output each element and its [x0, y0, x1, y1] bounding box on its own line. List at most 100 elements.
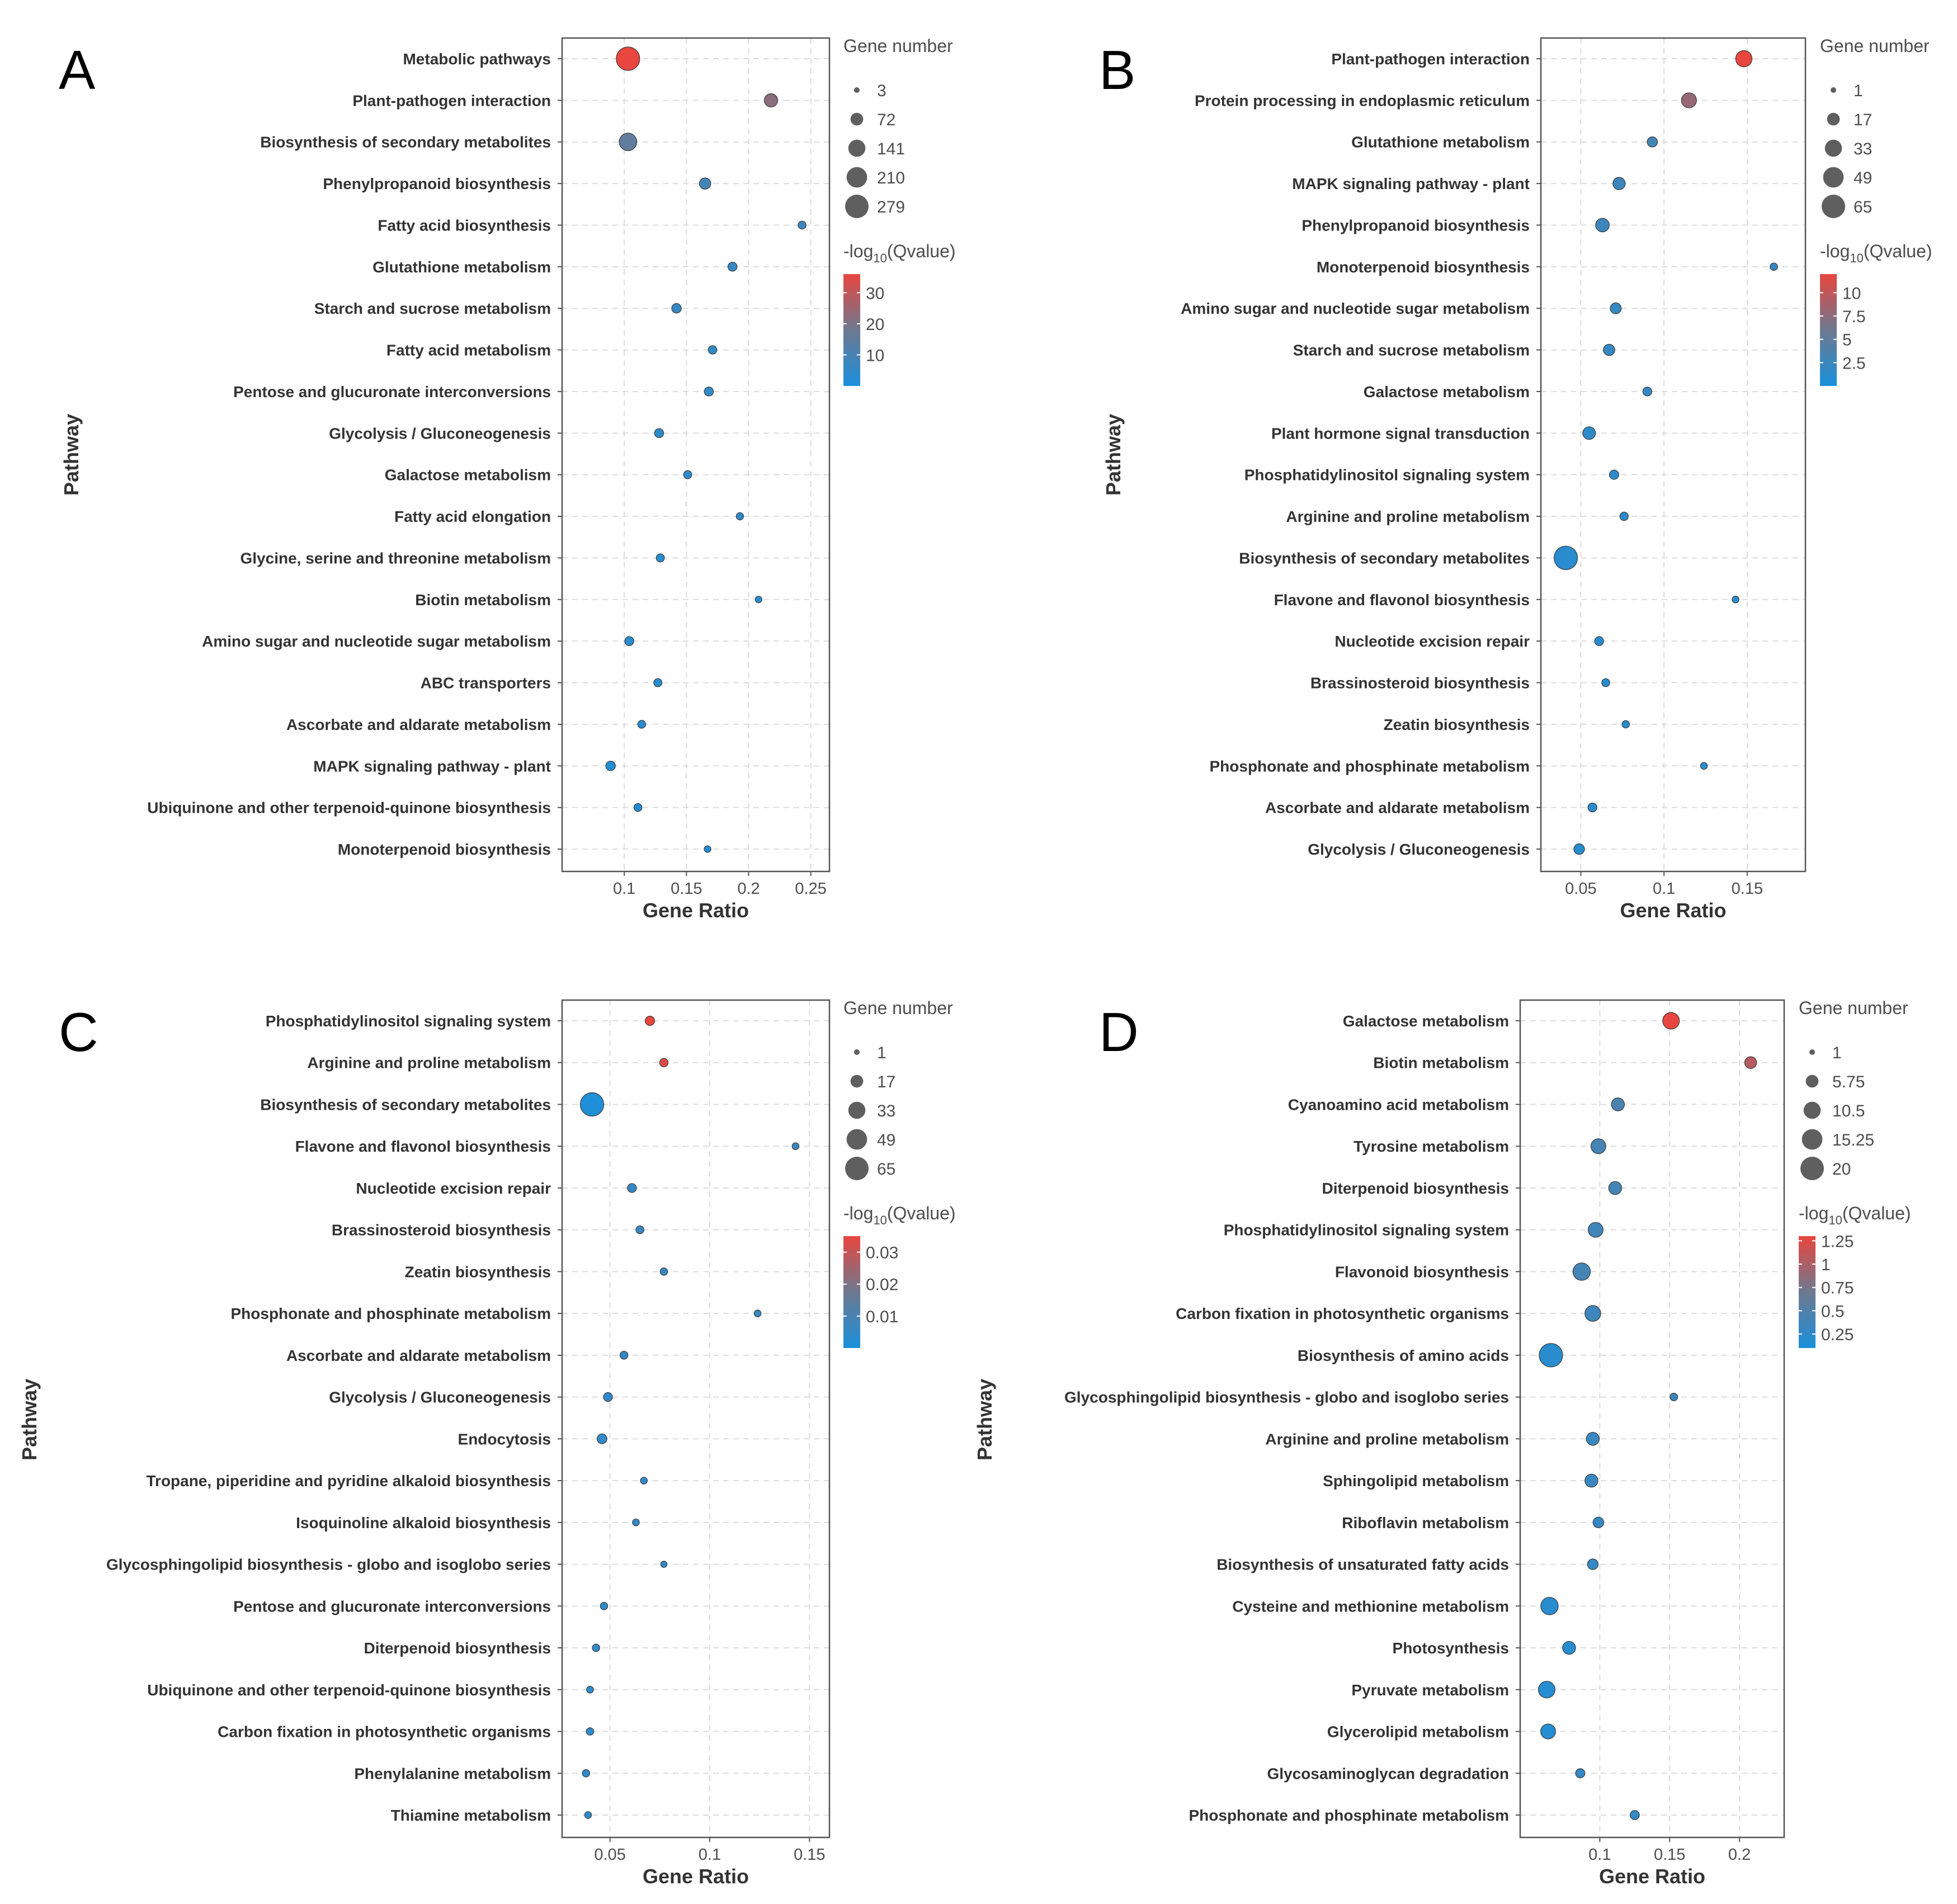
panel-letter: B — [1099, 39, 1135, 101]
color-legend-bar — [843, 274, 860, 386]
plot-frame — [1540, 37, 1807, 873]
pathway-label: Galactose metabolism — [1343, 1012, 1509, 1030]
data-point — [596, 1433, 607, 1444]
data-point — [1700, 762, 1708, 770]
data-point — [579, 1092, 605, 1117]
x-tick-label: 0.2 — [1728, 1846, 1751, 1864]
pathway-label: Monoterpenoid biosynthesis — [1317, 258, 1530, 276]
data-point — [619, 133, 638, 152]
pathway-label: MAPK signaling pathway - plant — [1292, 175, 1530, 192]
gridlines — [1541, 38, 1805, 871]
data-point — [1610, 302, 1622, 314]
pathway-label: Nucleotide excision repair — [1334, 633, 1530, 650]
data-point — [1611, 1097, 1625, 1111]
data-point — [1587, 803, 1597, 813]
pathway-label: Starch and sucrose metabolism — [1293, 342, 1530, 359]
size-legend-label: 1 — [877, 1044, 886, 1062]
pathway-label: Amino sugar and nucleotide sugar metabol… — [1181, 300, 1530, 317]
gridlines — [562, 1000, 829, 1837]
data-point — [764, 93, 778, 107]
data-point — [1612, 177, 1626, 190]
data-point — [708, 345, 718, 355]
color-legend-label: 0.75 — [1821, 1279, 1854, 1298]
size-legend-label: 65 — [1854, 198, 1872, 216]
data-point — [1619, 511, 1629, 521]
data-point — [624, 636, 634, 646]
color-legend-label: 0.02 — [866, 1276, 898, 1294]
data-point — [654, 428, 664, 439]
pathway-label: Flavone and flavonol biosynthesis — [1274, 591, 1530, 609]
plot-frame — [1519, 999, 1785, 1839]
x-tick-label: 0.05 — [594, 1846, 625, 1864]
pathway-label: Plant-pathogen interaction — [352, 92, 551, 109]
data-point — [1585, 1473, 1598, 1488]
pathway-label: Phenylpropanoid biosynthesis — [1301, 216, 1530, 234]
pathway-label: Arginine and proline metabolism — [1265, 1430, 1509, 1448]
data-point — [704, 387, 714, 397]
data-point — [1586, 1432, 1600, 1446]
x-axis-title: Gene Ratio — [643, 1865, 749, 1888]
panel-letter: A — [59, 39, 96, 101]
panel-d: D Galactose metabolism Biotin metabolism Cy… — [973, 998, 1911, 1888]
x-axis-title: Gene Ratio — [1599, 1865, 1705, 1888]
data-point — [1538, 1681, 1555, 1699]
color-legend-bar — [1820, 274, 1837, 386]
pathway-label: Pyruvate metabolism — [1351, 1681, 1509, 1699]
data-point — [791, 1142, 800, 1150]
data-point — [627, 1183, 637, 1193]
pathway-label: Biosynthesis of unsaturated fatty acids — [1216, 1556, 1509, 1573]
plot-frame — [561, 999, 831, 1839]
color-legend-label: 10 — [866, 346, 884, 365]
pathway-label: Fatty acid metabolism — [386, 342, 551, 359]
color-legend-label: 10 — [1842, 284, 1861, 303]
pathway-label: Diterpenoid biosynthesis — [1322, 1180, 1510, 1197]
color-legend-label: 0.5 — [1821, 1302, 1845, 1321]
pathway-label: Glycolysis / Gluconeogenesis — [1308, 841, 1530, 858]
data-point — [603, 1392, 613, 1402]
panel-c: C Phosphatidylinositol signaling system Ar… — [18, 998, 956, 1888]
pathway-label: Glutathione metabolism — [372, 258, 551, 276]
pathway-label: Photosynthesis — [1393, 1639, 1509, 1657]
pathway-label: MAPK signaling pathway - plant — [313, 757, 551, 775]
color-legend-bar — [1799, 1236, 1815, 1348]
data-point — [1603, 343, 1615, 356]
data-point — [592, 1643, 600, 1652]
pathway-label: Monoterpenoid biosynthesis — [338, 841, 551, 858]
x-tick-label: 0.2 — [737, 880, 760, 898]
pathway-label: Brassinosteroid biosynthesis — [1310, 675, 1530, 692]
data-point — [605, 761, 616, 771]
data-point — [635, 1225, 644, 1234]
data-point — [600, 1602, 609, 1610]
y-axis-title: Pathway — [1102, 414, 1125, 496]
color-legend-bar — [843, 1236, 860, 1348]
data-point — [1587, 1222, 1604, 1238]
size-legend-dot — [854, 87, 860, 93]
x-tick-label: 0.15 — [671, 880, 702, 898]
size-legend-dot — [854, 1049, 860, 1055]
pathway-label: Ascorbate and aldarate metabolism — [286, 1347, 551, 1364]
data-point — [653, 678, 663, 687]
size-legend-label: 1 — [1854, 82, 1863, 100]
data-point — [753, 1309, 762, 1317]
pathway-label: Biosynthesis of amino acids — [1298, 1347, 1509, 1364]
data-point — [659, 1267, 668, 1276]
data-point — [1540, 1597, 1559, 1615]
size-legend-dot — [1800, 1157, 1824, 1180]
data-point — [1539, 1343, 1563, 1368]
color-legend-title: -log10(Qvalue) — [1820, 241, 1932, 265]
size-legend-dot — [1805, 1074, 1819, 1088]
panel-a: A Metabolic pathways Plant-pathogen intera… — [59, 36, 956, 922]
color-legend-label: 20 — [866, 315, 884, 334]
size-legend-label: 279 — [877, 198, 905, 216]
size-legend-dot — [1823, 167, 1844, 188]
data-point — [1642, 387, 1652, 397]
data-point — [1590, 1138, 1606, 1154]
pathway-label: Ascorbate and aldarate metabolism — [286, 716, 551, 733]
data-point — [1732, 596, 1739, 604]
color-legend-label: 0.03 — [866, 1244, 898, 1262]
data-point — [586, 1727, 595, 1736]
pathway-label: Glycosphingolipid biosynthesis - globo a… — [1064, 1389, 1509, 1406]
pathway-label: Galactose metabolism — [385, 466, 551, 484]
size-legend-label: 72 — [877, 111, 895, 129]
pathway-label: Galactose metabolism — [1364, 383, 1530, 400]
